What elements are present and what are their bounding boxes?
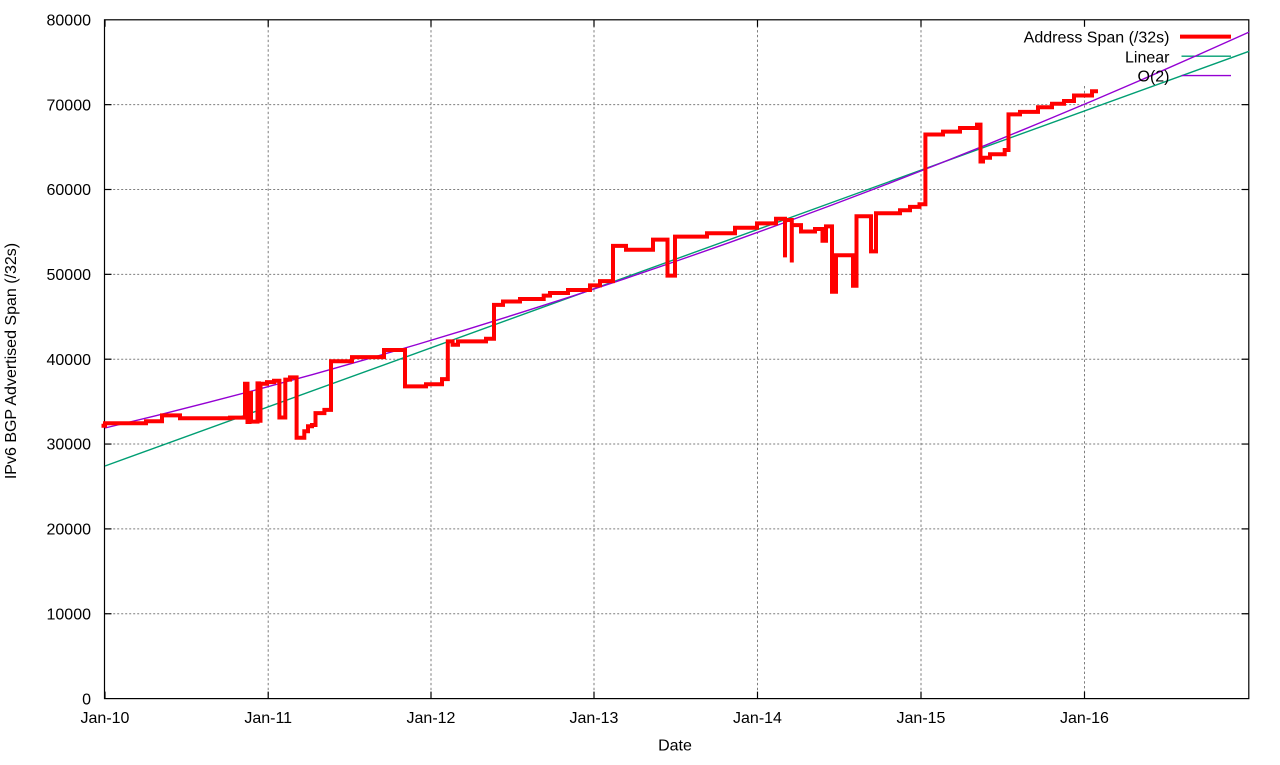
svg-text:80000: 80000	[47, 13, 92, 30]
svg-text:Jan-13: Jan-13	[570, 710, 619, 727]
svg-text:50000: 50000	[47, 267, 92, 284]
svg-text:Address Span (/32s): Address Span (/32s)	[1024, 30, 1170, 47]
svg-text:Jan-12: Jan-12	[407, 710, 456, 727]
svg-text:20000: 20000	[47, 522, 92, 539]
svg-text:Jan-11: Jan-11	[244, 710, 292, 727]
svg-text:Jan-16: Jan-16	[1060, 710, 1109, 727]
svg-text:70000: 70000	[47, 97, 92, 114]
svg-text:0: 0	[82, 691, 91, 708]
svg-text:30000: 30000	[47, 437, 92, 454]
svg-text:Jan-10: Jan-10	[81, 710, 130, 727]
svg-text:40000: 40000	[47, 352, 92, 369]
svg-text:Jan-15: Jan-15	[897, 710, 946, 727]
svg-text:Linear: Linear	[1125, 49, 1170, 66]
svg-text:10000: 10000	[47, 607, 92, 624]
svg-text:Date: Date	[658, 738, 692, 755]
svg-text:Jan-14: Jan-14	[733, 710, 782, 727]
svg-text:60000: 60000	[47, 182, 92, 199]
svg-text:IPv6 BGP Advertised Span (/32s: IPv6 BGP Advertised Span (/32s)	[3, 243, 20, 479]
svg-text:O(2): O(2)	[1138, 69, 1170, 86]
